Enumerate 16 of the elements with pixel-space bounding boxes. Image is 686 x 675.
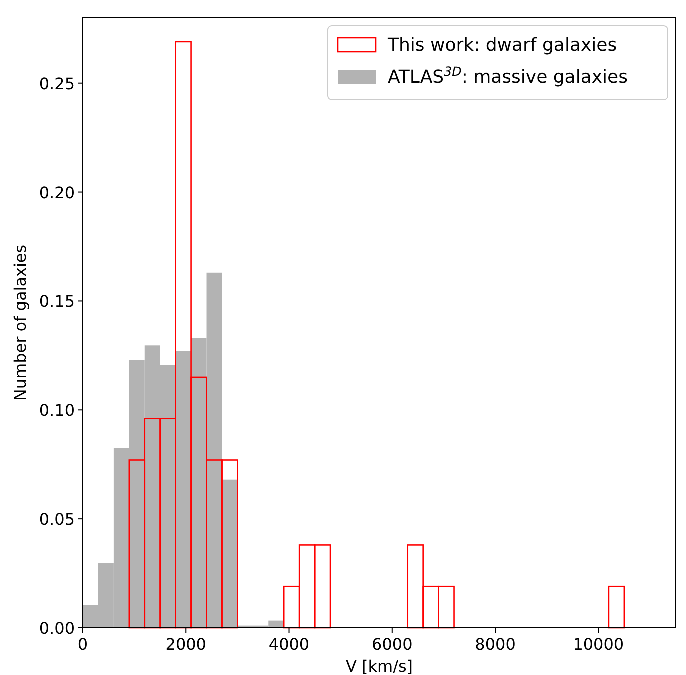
y-axis-title: Number of galaxies xyxy=(11,244,30,402)
y-tick-label: 0.05 xyxy=(39,510,75,530)
legend-label: This work: dwarf galaxies xyxy=(387,35,618,56)
x-tick-label: 8000 xyxy=(475,635,516,654)
x-axis-title: V [km/s] xyxy=(346,657,414,675)
y-tick-label: 0.20 xyxy=(39,183,75,202)
y-tick-label: 0.10 xyxy=(39,401,75,420)
x-tick-label: 2000 xyxy=(166,635,206,654)
y-tick-label: 0.00 xyxy=(39,619,75,638)
legend-label: ATLAS$^{3D}$: massive galaxies xyxy=(388,64,628,88)
y-tick-label: 0.15 xyxy=(39,292,75,312)
x-tick-label: 4000 xyxy=(268,635,310,654)
x-tick-label: 10000 xyxy=(573,635,624,654)
x-tick-label: 6000 xyxy=(372,635,413,654)
x-tick-label: 0 xyxy=(78,635,88,654)
y-tick-label: 0.25 xyxy=(39,74,75,94)
